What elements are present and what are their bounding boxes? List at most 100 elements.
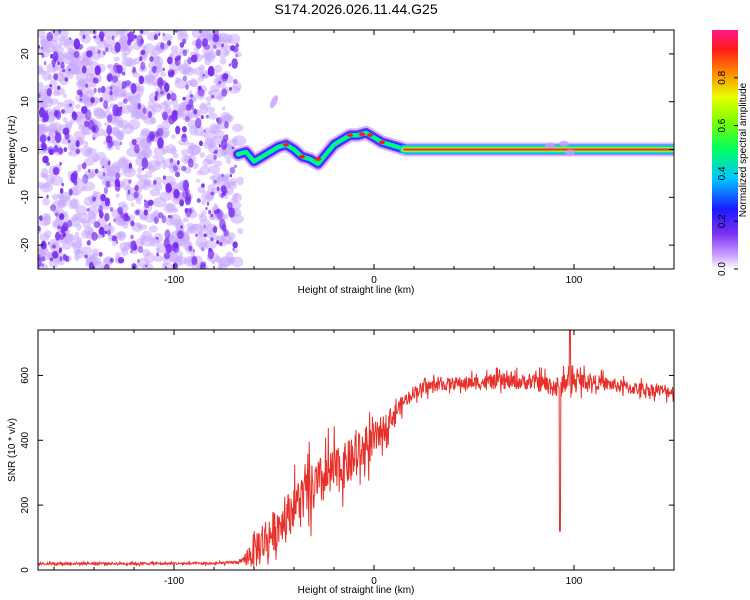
noise-blob (130, 202, 135, 207)
noise-blob (39, 182, 54, 193)
noise-dot (107, 229, 111, 236)
noise-blob (227, 144, 233, 151)
noise-dot (41, 53, 45, 58)
noise-dot (222, 73, 229, 80)
noise-blob (229, 256, 236, 264)
noise-dot (68, 103, 73, 107)
noise-dot (137, 103, 142, 110)
noise-dot (182, 96, 186, 101)
noise-blob (205, 96, 213, 102)
noise-dot (141, 168, 145, 171)
noise-blob (163, 99, 172, 107)
noise-dot (210, 213, 213, 218)
noise-blob (153, 183, 163, 191)
snr-x-label: Height of straight line (km) (298, 585, 415, 596)
noise-blob (55, 216, 60, 222)
noise-dot (179, 199, 185, 207)
noise-dot (108, 222, 111, 226)
noise-dot (47, 136, 51, 141)
noise-blob (63, 38, 75, 50)
noise-dot (111, 35, 115, 40)
noise-dot (106, 114, 113, 123)
noise-blob (75, 205, 88, 216)
noise-dot (229, 87, 232, 91)
noise-blob (61, 242, 72, 250)
noise-blob (197, 186, 206, 194)
noise-blob (46, 133, 55, 144)
noise-blob (182, 70, 188, 75)
noise-blob (144, 252, 155, 264)
noise-dot (170, 214, 173, 219)
noise-dot (224, 120, 229, 129)
noise-dot (175, 125, 181, 135)
noise-dot (192, 248, 195, 253)
trace-hotspot (299, 154, 305, 159)
noise-dot (124, 212, 128, 218)
noise-blob (188, 90, 193, 95)
noise-blob (70, 198, 80, 210)
noise-blob (56, 101, 65, 108)
noise-blob (94, 191, 102, 198)
noise-blob (56, 42, 63, 48)
snr-y-tick-label: 200 (20, 496, 31, 513)
noise-dot (167, 215, 171, 219)
snr-y-label: SNR (10 * v/v) (7, 418, 18, 482)
noise-dot (46, 194, 49, 199)
noise-blob (151, 104, 163, 113)
noise-dot (110, 207, 113, 212)
noise-blob (42, 197, 50, 206)
noise-blob (213, 160, 223, 167)
noise-blob (234, 192, 239, 199)
noise-dot (100, 85, 106, 94)
ridge-blob (559, 140, 569, 147)
noise-blob (81, 83, 91, 94)
noise-dot (59, 247, 63, 253)
noise-dot (59, 187, 64, 194)
snr-y-tick-label: 0 (20, 567, 31, 573)
noise-dot (166, 92, 171, 100)
noise-dot (111, 75, 119, 83)
noise-blob (73, 236, 80, 241)
noise-blob (63, 99, 75, 108)
noise-dot (117, 207, 123, 215)
noise-blob (110, 115, 124, 126)
noise-blob (204, 127, 210, 134)
trace-hotspot (315, 157, 321, 161)
noise-dot (128, 162, 133, 169)
noise-dot (93, 35, 96, 39)
noise-dot (68, 188, 73, 196)
noise-blob (80, 185, 86, 192)
noise-dot (107, 160, 111, 166)
noise-dot (221, 173, 224, 178)
noise-blob (236, 176, 244, 186)
noise-dot (93, 77, 96, 80)
noise-dot (38, 215, 43, 221)
colorbar-tick-label: 0.8 (717, 70, 728, 84)
noise-blob (232, 81, 242, 91)
noise-dot (216, 186, 220, 192)
noise-dot (51, 59, 57, 66)
noise-dot (93, 221, 101, 229)
noise-blob (185, 228, 193, 235)
noise-dot (155, 90, 159, 97)
noise-dot (98, 251, 103, 257)
noise-dot (71, 111, 77, 118)
noise-dot (191, 256, 198, 266)
trace-hotspot (367, 133, 373, 137)
noise-dot (212, 30, 220, 37)
noise-blob (153, 209, 160, 217)
noise-dot (60, 109, 65, 114)
noise-dot (211, 94, 215, 99)
noise-dot (203, 43, 210, 50)
noise-dot (91, 231, 98, 241)
noise-dot (137, 259, 140, 263)
noise-blob (174, 78, 188, 89)
spectrogram-y-tick-label: 0 (20, 146, 31, 152)
noise-blob (77, 167, 82, 173)
noise-dot (57, 225, 61, 230)
noise-dot (84, 254, 88, 259)
noise-dot (52, 166, 60, 176)
noise-dot (233, 164, 237, 169)
